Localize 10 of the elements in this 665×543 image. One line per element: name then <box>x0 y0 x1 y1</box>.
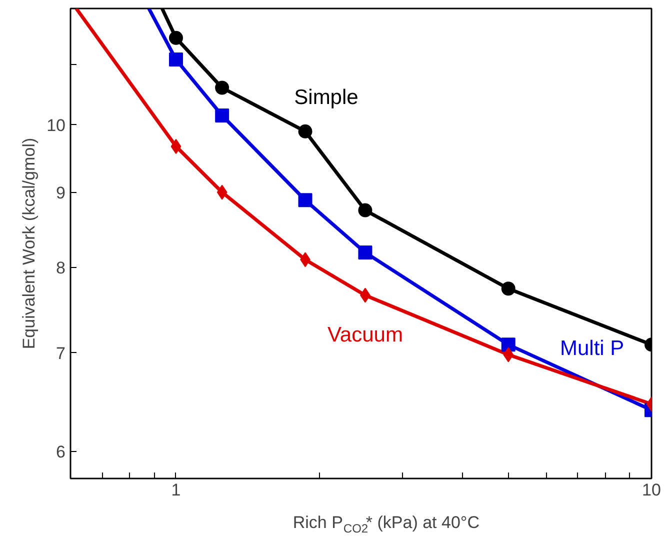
series-label: Simple <box>294 86 358 109</box>
y-tick-label: 8 <box>56 258 66 278</box>
y-tick-label: 9 <box>56 183 66 202</box>
text: Multi P <box>560 336 624 360</box>
x-tick-label: 1 <box>171 480 181 500</box>
y-tick-label: 6 <box>56 442 66 462</box>
y-axis-title: Equivalent Work (kcal/gmol) <box>20 138 39 350</box>
y-tick-label: 7 <box>56 344 66 363</box>
y-tick-label: 10 <box>46 116 66 135</box>
series-label: Vacuum <box>327 323 403 346</box>
